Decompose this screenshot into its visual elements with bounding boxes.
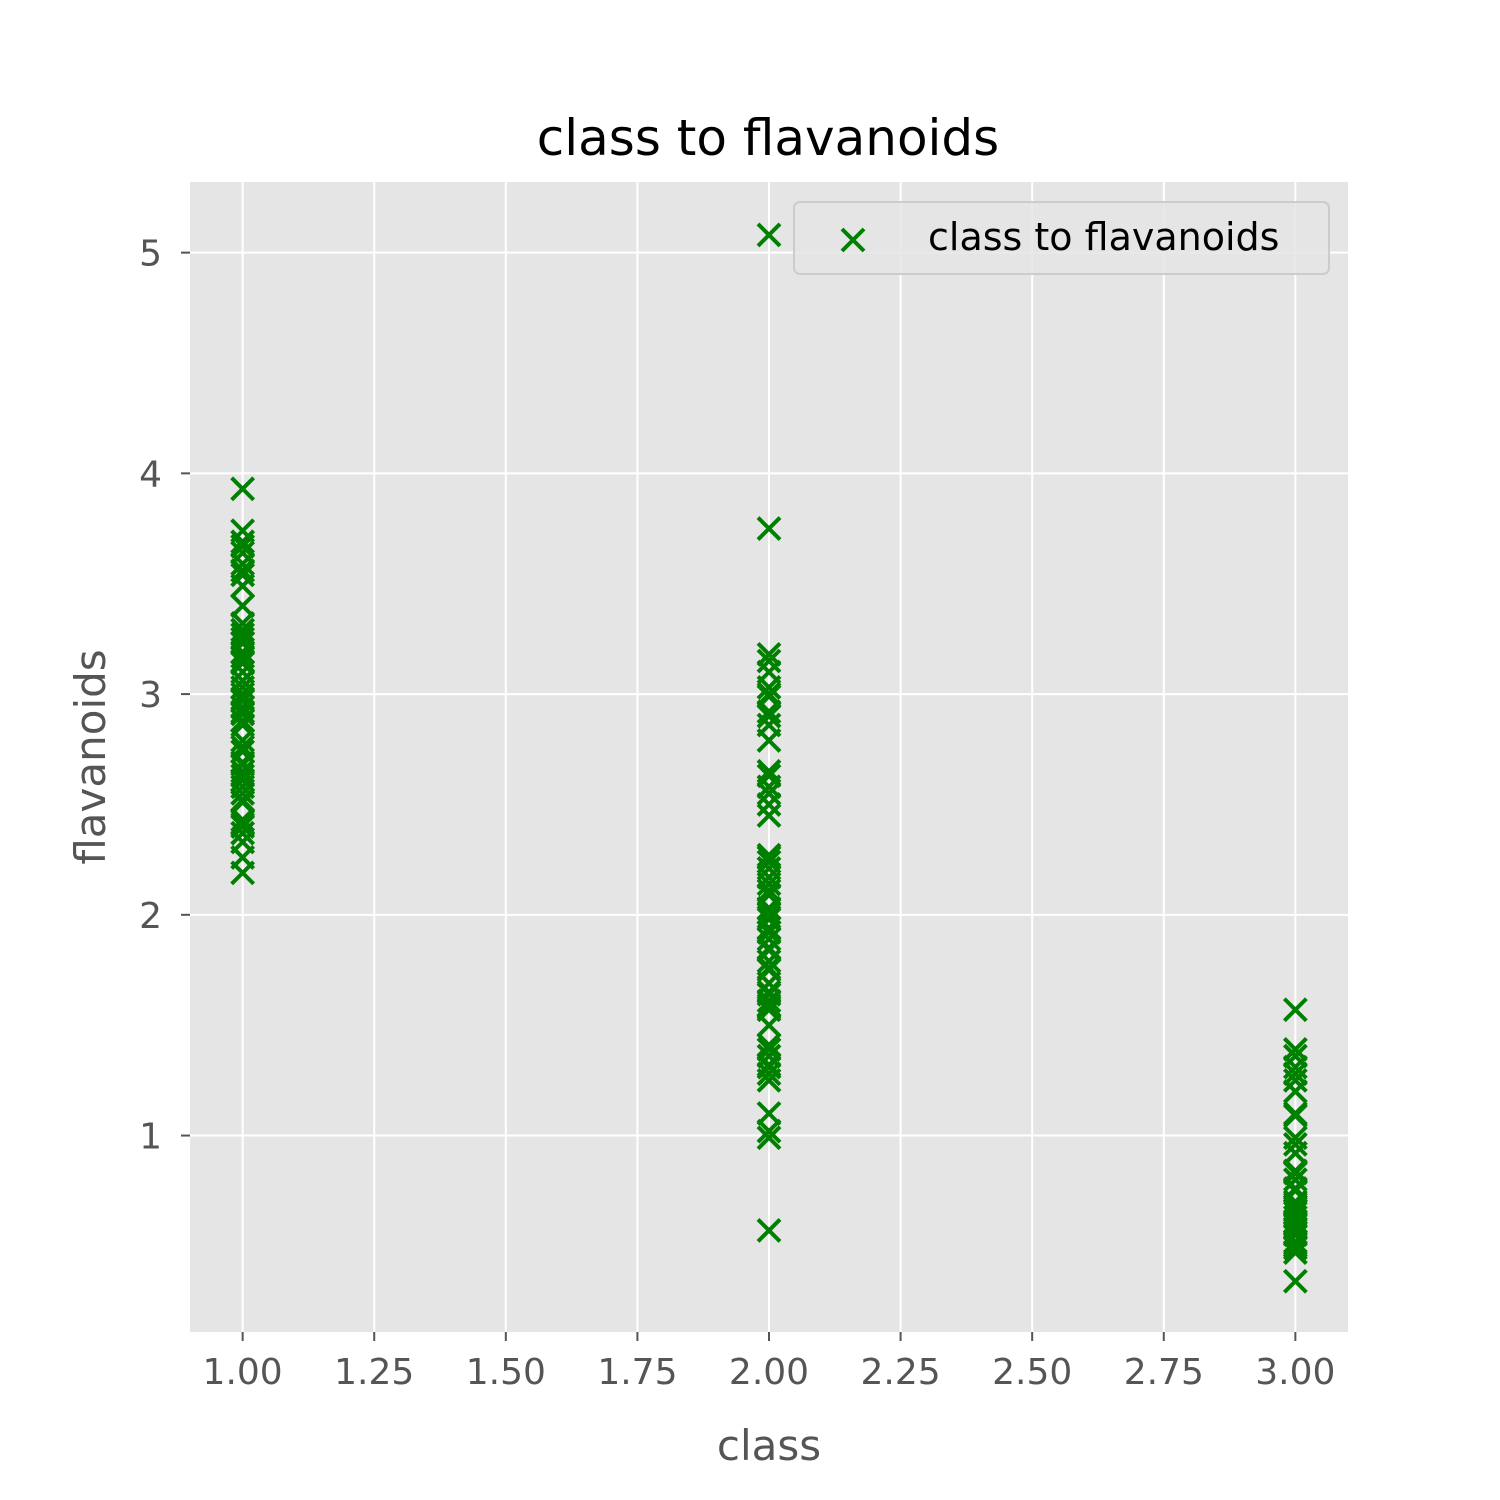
x-tick-label: 1.25 [334,1352,414,1393]
y-tick-labels: 1 2 3 4 5 [139,234,162,1158]
data-point [1282,1240,1308,1265]
data-point [756,948,782,974]
data-point [756,937,782,963]
data-point [756,1012,782,1038]
data-point [756,1218,782,1243]
x-tick-labels: 1.00 1.25 1.50 1.75 2.00 2.25 2.50 2.75 3.00 [203,1352,1336,1393]
data-point [756,845,782,870]
data-point [756,915,782,941]
data-point [1282,1235,1308,1261]
y-tick-label: 5 [139,234,162,275]
legend-box [793,201,1330,275]
data-point [230,781,256,806]
x-tick-label: 1.75 [597,1352,677,1393]
data-point [756,1032,782,1058]
axis-ticks [181,251,1297,1341]
data-point [1282,1140,1308,1166]
data-point [1282,997,1308,1023]
data-point [230,622,256,647]
data-point [756,1043,782,1069]
data-point [230,860,256,886]
data-point [230,476,256,502]
data-point [756,988,782,1014]
data-point [756,774,782,800]
data-point [230,573,256,599]
x-tick-label: 2.50 [992,1352,1072,1393]
data-point [1282,1043,1308,1069]
data-point [756,792,782,817]
data-point [1282,1103,1308,1129]
data-points [230,222,1308,1294]
data-point [756,878,782,903]
x-tick-label: 1.50 [466,1352,546,1393]
data-point [1282,1078,1308,1104]
data-point [230,763,256,789]
data-point [230,650,256,676]
data-point [230,820,256,846]
data-point [230,789,256,815]
data-point [756,803,782,828]
legend: class to flavanoids [793,201,1330,275]
data-point [756,895,782,921]
data-point [1282,1268,1308,1294]
data-point [756,222,782,248]
data-point [230,708,256,733]
x-tick-label: 2.25 [861,1352,941,1393]
data-point [230,533,256,559]
data-point [756,728,782,753]
data-point [230,728,256,753]
data-point [230,639,256,665]
y-tick-label: 1 [139,1117,162,1158]
x-axis-label: class [717,1421,821,1470]
data-point [756,703,782,729]
data-point [756,1118,782,1144]
x-tick-label: 2.00 [729,1352,809,1393]
data-point [756,1067,782,1093]
data-point [230,562,256,588]
data-point [1282,1167,1308,1193]
data-point [230,540,256,566]
data-point [756,871,782,897]
data-point [1282,1061,1308,1087]
data-point [230,701,256,727]
x-tick-label: 3.00 [1255,1352,1335,1393]
y-axis-label: flavanoids [66,649,115,864]
y-tick-label: 3 [139,675,162,716]
data-point [756,763,782,789]
y-tick-label: 4 [139,454,162,495]
data-point [756,516,782,541]
data-point [230,593,256,619]
x-tick-label: 2.75 [1124,1352,1204,1393]
data-point [756,648,782,674]
data-point [756,1101,782,1126]
data-point [1282,1067,1308,1093]
legend-label: class to flavanoids [928,215,1279,259]
data-point [756,970,782,996]
data-point [756,781,782,806]
legend-marker [840,227,866,253]
data-point [756,675,782,700]
data-point [230,529,256,555]
data-point [1282,1131,1308,1157]
legend-marker-x-icon [840,227,866,253]
data-point [756,641,782,667]
chart-title: class to flavanoids [537,109,999,167]
data-point [230,551,256,577]
data-point [756,1061,782,1087]
data-point [756,1125,782,1151]
data-point [1282,1211,1308,1237]
y-tick-label: 2 [139,896,162,937]
data-point [756,926,782,952]
x-tick-label: 1.00 [203,1352,283,1393]
data-point [1282,1037,1308,1062]
